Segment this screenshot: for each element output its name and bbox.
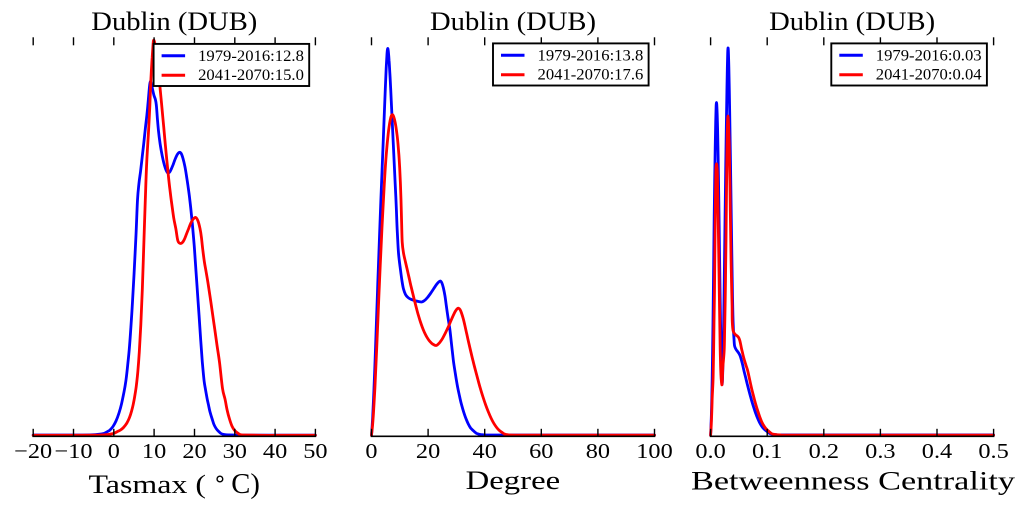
svg-text:Degree: Degree: [466, 465, 561, 495]
svg-text:0: 0: [108, 439, 120, 463]
svg-text:0.3: 0.3: [865, 439, 895, 463]
svg-text:−20: −20: [14, 439, 52, 463]
svg-text:Dublin (DUB): Dublin (DUB): [91, 6, 257, 36]
svg-text:80: 80: [586, 439, 610, 463]
svg-text:40: 40: [473, 439, 497, 463]
svg-text:−10: −10: [55, 439, 93, 463]
svg-text:C): C): [231, 469, 260, 500]
svg-text:100: 100: [636, 439, 672, 463]
svg-text:1979-2016:12.8: 1979-2016:12.8: [198, 48, 304, 65]
svg-text:50: 50: [303, 439, 327, 463]
svg-text:0.2: 0.2: [809, 439, 839, 463]
svg-text:Dublin (DUB): Dublin (DUB): [769, 6, 935, 36]
svg-text:Tasmax (: Tasmax (: [89, 469, 207, 499]
svg-text:0.5: 0.5: [978, 439, 1008, 463]
svg-text:40: 40: [263, 439, 287, 463]
svg-text:2041-2070:15.0: 2041-2070:15.0: [198, 67, 304, 84]
svg-text:60: 60: [529, 439, 553, 463]
svg-text:0.4: 0.4: [922, 439, 953, 463]
svg-text:Betweenness Centrality: Betweenness Centrality: [691, 466, 1016, 496]
svg-text:1979-2016:0.03: 1979-2016:0.03: [876, 48, 982, 65]
svg-text:20: 20: [182, 439, 206, 463]
svg-text:10: 10: [142, 439, 166, 463]
svg-text:Dublin (DUB): Dublin (DUB): [430, 6, 596, 36]
svg-text:0: 0: [365, 439, 377, 463]
svg-text:2041-2070:17.6: 2041-2070:17.6: [538, 67, 644, 84]
svg-text:0.0: 0.0: [695, 439, 725, 463]
svg-text:0.1: 0.1: [752, 439, 782, 463]
svg-text:2041-2070:0.04: 2041-2070:0.04: [876, 67, 982, 84]
svg-text:1979-2016:13.8: 1979-2016:13.8: [538, 48, 644, 65]
svg-text:20: 20: [416, 439, 440, 463]
svg-text:30: 30: [223, 439, 247, 463]
